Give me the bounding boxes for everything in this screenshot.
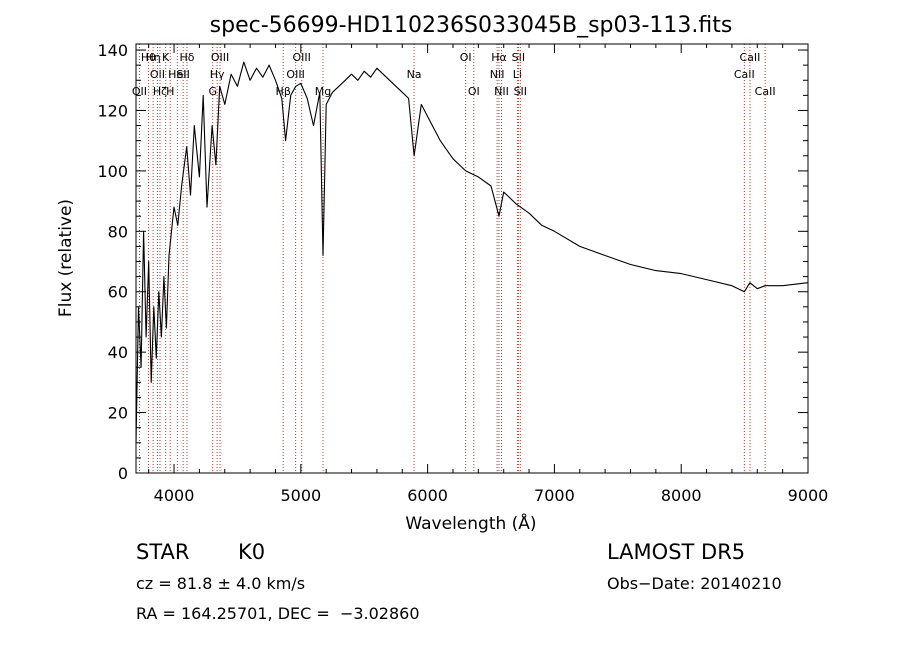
observation-date: Obs−Date: 20140210 <box>607 574 782 593</box>
y-tick-label-0: 0 <box>118 464 128 483</box>
x-tick-label-6000: 6000 <box>407 486 448 505</box>
line-label-1: Hθ <box>141 51 156 64</box>
line-label-24: SII <box>512 51 525 64</box>
chart-title: spec-56699-HD110236S033045B_sp03-113.fit… <box>210 13 733 38</box>
line-label-2: Hη <box>145 51 160 64</box>
line-label-16: Mg <box>315 85 331 98</box>
line-label-13: Hβ <box>276 85 291 98</box>
line-label-18: OI <box>460 51 472 64</box>
y-axis-label: Flux (relative) <box>56 199 76 317</box>
y-axis: 0 20 40 60 80 100 120 140 <box>97 41 808 483</box>
line-label-21: Hα <box>491 51 507 64</box>
y-tick-label-80: 80 <box>108 222 128 241</box>
x-axis: 4000 5000 6000 7000 8000 9000 <box>148 44 829 505</box>
redshift-cz: cz = 81.8 ± 4.0 km/s <box>136 574 306 593</box>
y-tick-label-120: 120 <box>97 101 128 120</box>
line-label-23: Li <box>513 68 522 81</box>
plot-frame <box>135 43 809 474</box>
spectrum-series <box>135 61 809 443</box>
coordinates: RA = 164.25701, DEC = −3.02860 <box>136 604 420 623</box>
line-label-28: CaII <box>755 85 776 98</box>
y-tick-label-100: 100 <box>97 162 128 181</box>
line-label-26: CaII <box>734 68 755 81</box>
y-tick-label-40: 40 <box>108 343 128 362</box>
subclass: K0 <box>238 540 266 564</box>
line-label-8: SII <box>176 68 189 81</box>
line-label-10: G <box>208 85 217 98</box>
line-label-25: SII <box>514 85 527 98</box>
spectral-line-markers: OIIHθHηOIIHζKHHeISIIHδGHγOIIIHβOIIIOIIIM… <box>132 44 776 473</box>
line-label-17: Na <box>407 68 422 81</box>
x-tick-label-5000: 5000 <box>280 486 321 505</box>
line-label-19: OI <box>468 85 480 98</box>
line-label-4: Hζ <box>153 85 167 98</box>
line-label-20: NII <box>490 68 505 81</box>
line-label-15: OIII <box>293 51 311 64</box>
x-tick-label-9000: 9000 <box>788 486 829 505</box>
x-axis-label: Wavelength (Å) <box>405 512 536 534</box>
y-tick-label-60: 60 <box>108 283 128 302</box>
y-tick-label-20: 20 <box>108 404 128 423</box>
object-class: STAR <box>136 540 190 564</box>
line-label-0: OII <box>132 85 147 98</box>
x-tick-label-4000: 4000 <box>154 486 195 505</box>
x-tick-label-8000: 8000 <box>661 486 702 505</box>
line-label-3: OII <box>150 68 165 81</box>
line-label-6: H <box>166 85 174 98</box>
spectrum-line-0 <box>135 61 809 443</box>
y-tick-label-140: 140 <box>97 41 128 60</box>
line-label-11: Hγ <box>210 68 225 81</box>
line-label-9: Hδ <box>179 51 194 64</box>
survey-name: LAMOST DR5 <box>607 540 746 564</box>
line-label-12: OIII <box>211 51 229 64</box>
line-label-7: HeI <box>168 68 186 81</box>
line-label-22: NII <box>494 85 509 98</box>
x-tick-label-7000: 7000 <box>534 486 575 505</box>
line-label-5: K <box>162 51 170 64</box>
line-label-14: OIII <box>286 68 304 81</box>
line-label-27: CaII <box>739 51 760 64</box>
